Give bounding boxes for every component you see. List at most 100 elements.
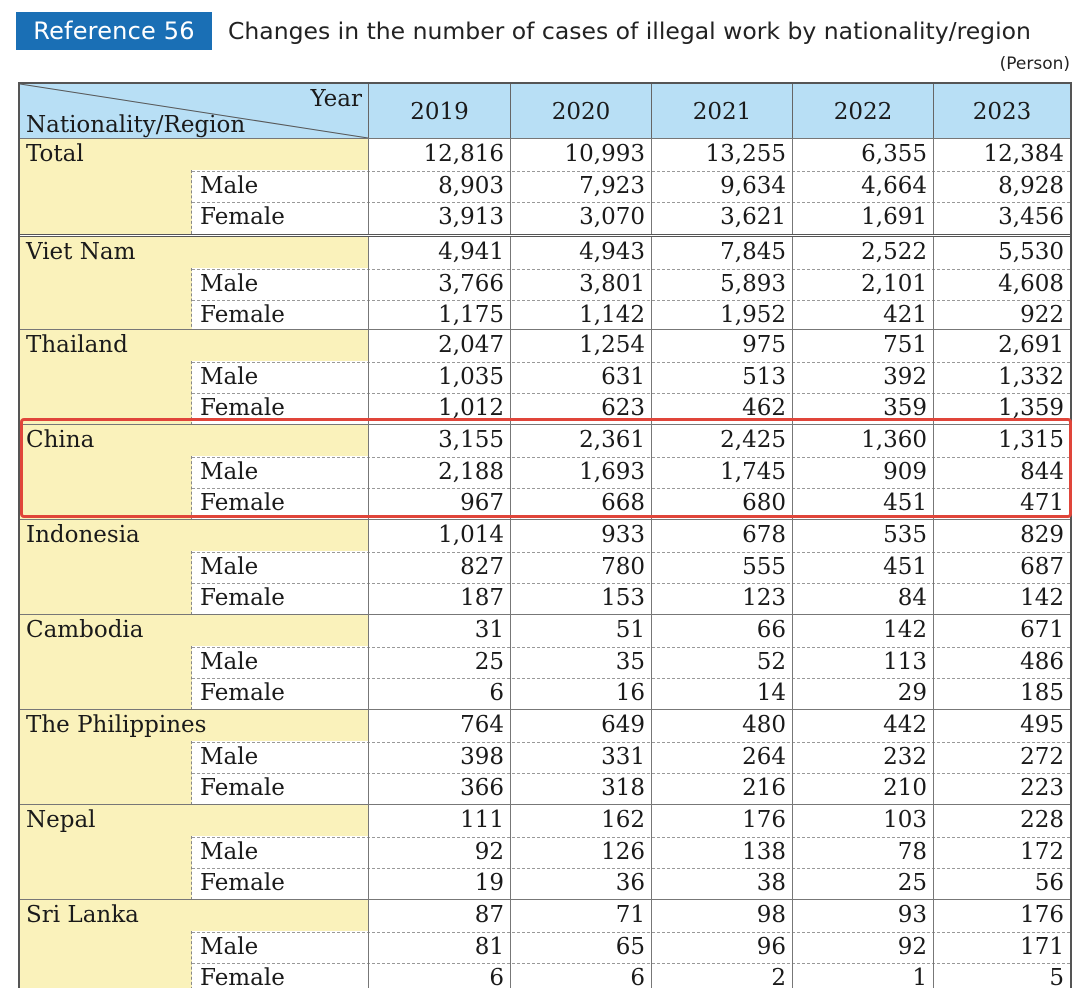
column-divider <box>651 615 652 710</box>
column-divider <box>792 425 793 520</box>
value-cell: 623 <box>601 395 645 422</box>
value-cell: 2,522 <box>861 239 927 265</box>
column-divider <box>510 237 511 332</box>
value-cell: 366 <box>460 775 504 802</box>
value-cell: 1 <box>912 965 927 988</box>
row-separator <box>192 741 1070 743</box>
value-cell: 1,035 <box>438 363 504 390</box>
header-year-2020: 2020 <box>510 84 651 138</box>
value-cell: 56 <box>1034 870 1064 897</box>
column-divider <box>792 615 793 710</box>
value-cell: 264 <box>742 743 786 770</box>
row-separator <box>192 868 1070 870</box>
value-cell: 1,254 <box>579 332 645 358</box>
value-cell: 272 <box>1020 743 1064 770</box>
value-cell: 92 <box>474 838 504 865</box>
column-divider <box>651 710 652 805</box>
column-divider <box>510 615 511 710</box>
column-divider <box>792 520 793 615</box>
sub-row-label: Female <box>200 395 285 422</box>
value-cell: 3,155 <box>438 427 504 453</box>
column-divider <box>368 805 369 900</box>
value-cell: 123 <box>742 585 786 612</box>
country-cell: Sri Lanka <box>20 900 368 931</box>
sub-row-label: Female <box>200 585 285 612</box>
value-cell: 142 <box>1020 585 1064 612</box>
country-name: Cambodia <box>26 617 144 643</box>
header-year-2019: 2019 <box>368 84 510 138</box>
country-cell-continued <box>20 646 192 710</box>
country-cell: Viet Nam <box>20 237 368 268</box>
value-cell: 555 <box>742 553 786 580</box>
value-cell: 52 <box>756 648 786 675</box>
value-cell: 331 <box>601 743 645 770</box>
column-divider <box>933 805 934 900</box>
value-cell: 25 <box>897 870 927 897</box>
value-cell: 1,693 <box>579 458 645 485</box>
value-cell: 232 <box>883 743 927 770</box>
sub-row-label: Female <box>200 870 285 897</box>
row-separator <box>192 963 1070 965</box>
value-cell: 1,359 <box>998 395 1064 422</box>
country-cell: Cambodia <box>20 615 368 646</box>
column-divider <box>651 520 652 615</box>
value-cell: 1,014 <box>438 522 504 548</box>
row-separator <box>192 678 1070 680</box>
value-cell: 1,360 <box>861 427 927 453</box>
value-cell: 462 <box>742 395 786 422</box>
value-cell: 4,608 <box>998 270 1064 297</box>
value-cell: 3,766 <box>438 270 504 297</box>
reference-badge: Reference 56 <box>16 12 212 50</box>
country-group-nepal: Nepal 111 162 176 103 228 Male 92 126 138 78 172 Fem… <box>20 804 1070 900</box>
value-cell: 126 <box>601 838 645 865</box>
sub-row-label: Female <box>200 302 285 329</box>
value-cell: 187 <box>460 585 504 612</box>
column-divider <box>368 710 369 805</box>
value-cell: 12,816 <box>423 141 504 167</box>
value-cell: 6 <box>630 965 645 988</box>
value-cell: 1,315 <box>998 427 1064 453</box>
value-cell: 671 <box>1020 617 1064 643</box>
value-cell: 6,355 <box>861 141 927 167</box>
country-group-indonesia: Indonesia 1,014 933 678 535 829 Male 827 780 555 4… <box>20 519 1070 615</box>
sub-row-label: Male <box>200 458 259 485</box>
value-cell: 138 <box>742 838 786 865</box>
value-cell: 844 <box>1020 458 1064 485</box>
value-cell: 1,012 <box>438 395 504 422</box>
country-name: Thailand <box>26 332 128 358</box>
value-cell: 1,332 <box>998 363 1064 390</box>
value-cell: 5 <box>1049 965 1064 988</box>
value-cell: 6 <box>489 680 504 707</box>
sub-row-label: Male <box>200 172 259 199</box>
column-divider <box>510 520 511 615</box>
country-name: The Philippines <box>26 712 207 738</box>
row-separator <box>192 268 1070 270</box>
value-cell: 6 <box>489 965 504 988</box>
column-divider <box>933 710 934 805</box>
row-separator <box>192 551 1070 553</box>
column-divider <box>510 805 511 900</box>
value-cell: 5,893 <box>720 270 786 297</box>
column-divider <box>933 425 934 520</box>
sub-row-label: Female <box>200 680 285 707</box>
value-cell: 13,255 <box>705 141 786 167</box>
sub-row-label: Male <box>200 933 259 960</box>
row-separator <box>192 931 1070 933</box>
row-separator <box>192 170 1070 172</box>
value-cell: 442 <box>883 712 927 738</box>
country-cell: Thailand <box>20 330 368 361</box>
value-cell: 2,188 <box>438 458 504 485</box>
country-cell-continued <box>20 931 192 988</box>
value-cell: 78 <box>897 838 927 865</box>
value-cell: 421 <box>883 302 927 329</box>
value-cell: 451 <box>883 553 927 580</box>
value-cell: 764 <box>460 712 504 738</box>
value-cell: 87 <box>474 902 504 928</box>
header-year-2023: 2023 <box>933 84 1070 138</box>
value-cell: 922 <box>1020 302 1064 329</box>
country-group-total: Total 12,816 10,993 13,255 6,355 12,384 Male 8,… <box>20 139 1070 234</box>
column-divider <box>651 425 652 520</box>
sub-row-label: Male <box>200 553 259 580</box>
country-name: China <box>26 427 95 453</box>
corner-year-label: Year <box>310 86 362 112</box>
